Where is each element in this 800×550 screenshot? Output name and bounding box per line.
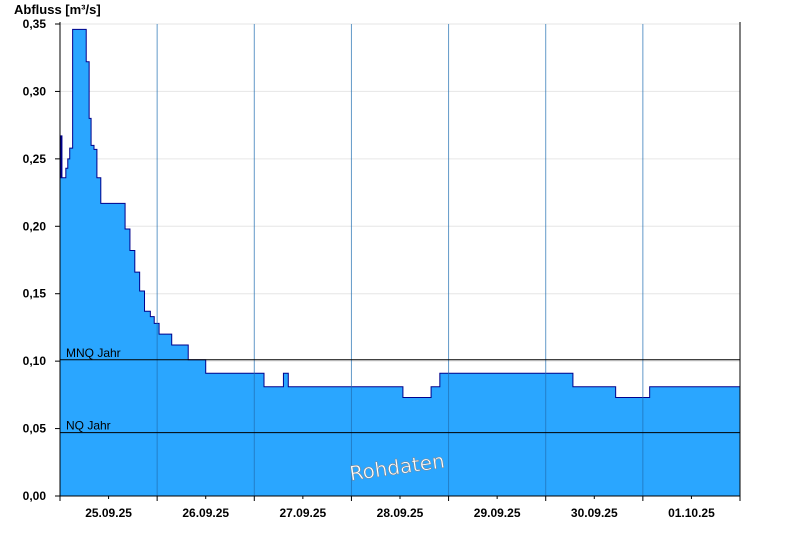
- x-tick-label: 30.09.25: [571, 506, 618, 520]
- x-tick-label: 01.10.25: [668, 506, 715, 520]
- reference-label: NQ Jahr: [66, 419, 111, 433]
- y-tick-label: 0,00: [23, 489, 47, 503]
- discharge-line: [60, 28, 740, 399]
- x-tick-label: 27.09.25: [279, 506, 326, 520]
- reference-label: MNQ Jahr: [66, 346, 121, 360]
- y-tick-label: 0,25: [23, 152, 47, 166]
- discharge-area: [60, 29, 740, 496]
- y-tick-label: 0,20: [23, 219, 47, 233]
- y-tick-label: 0,10: [23, 354, 47, 368]
- reference-lines: MNQ Jahr NQ Jahr: [60, 24, 740, 496]
- y-tick-label: 0,15: [23, 287, 47, 301]
- y-axis-label: Abfluss [m³/s]: [14, 2, 101, 17]
- y-tick-label: 0,30: [23, 84, 47, 98]
- x-tick-label: 26.09.25: [182, 506, 229, 520]
- y-axis-ticks: 0,00 0,05 0,10 0,15 0,20 0,25 0,30 0,35: [23, 17, 60, 503]
- x-tick-label: 28.09.25: [377, 506, 424, 520]
- x-tick-label: 29.09.25: [474, 506, 521, 520]
- y-tick-label: 0,05: [23, 422, 47, 436]
- x-axis-ticks: 25.09.25 26.09.25 27.09.25 28.09.25 29.09.25…: [59, 496, 741, 520]
- x-tick-label: 25.09.25: [85, 506, 132, 520]
- y-tick-label: 0,35: [23, 17, 47, 31]
